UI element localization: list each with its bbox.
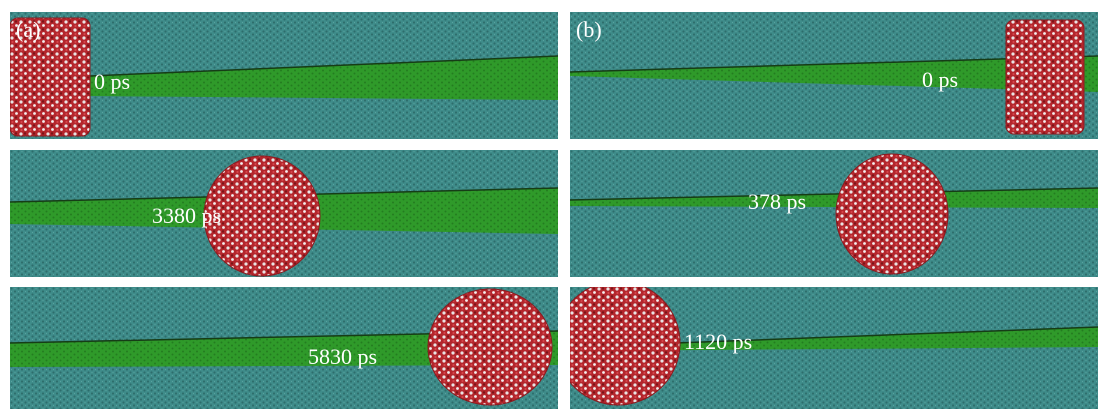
time-label: 5830 ps bbox=[308, 344, 377, 369]
snapshot: 0 ps (b) bbox=[570, 12, 1098, 139]
snapshot: 3380 ps bbox=[10, 150, 558, 277]
snapshot-content: 0 ps (a) bbox=[10, 12, 558, 139]
snapshot-content: 3380 ps bbox=[10, 150, 558, 277]
snapshot-content: 0 ps (b) bbox=[570, 12, 1098, 139]
time-label: 1120 ps bbox=[684, 329, 752, 354]
snapshot: 0 ps (a) bbox=[10, 12, 558, 139]
snapshot: 5830 ps bbox=[10, 287, 558, 409]
time-label: 3380 ps bbox=[152, 203, 221, 228]
water-droplet bbox=[836, 154, 948, 274]
panel-label: (b) bbox=[576, 17, 602, 42]
water-droplet bbox=[204, 156, 320, 276]
time-label: 0 ps bbox=[94, 69, 130, 94]
water-droplet bbox=[428, 289, 552, 405]
snapshot: 378 ps bbox=[570, 150, 1098, 277]
time-label: 0 ps bbox=[922, 67, 958, 92]
snapshot-content: 378 ps bbox=[570, 150, 1098, 277]
time-label: 378 ps bbox=[748, 189, 806, 214]
water-droplet bbox=[1006, 20, 1084, 134]
snapshot: 1120 ps bbox=[556, 281, 1098, 409]
figure: 0 ps (a) 3380 ps 5830 ps 0 ps (b) 378 ps 1120 p… bbox=[0, 0, 1108, 409]
panel-label: (a) bbox=[16, 17, 40, 42]
water-droplet bbox=[556, 281, 680, 405]
snapshot-content: 5830 ps bbox=[10, 287, 558, 409]
graphene-sheet bbox=[570, 150, 1098, 277]
snapshot-content: 1120 ps bbox=[556, 281, 1098, 409]
